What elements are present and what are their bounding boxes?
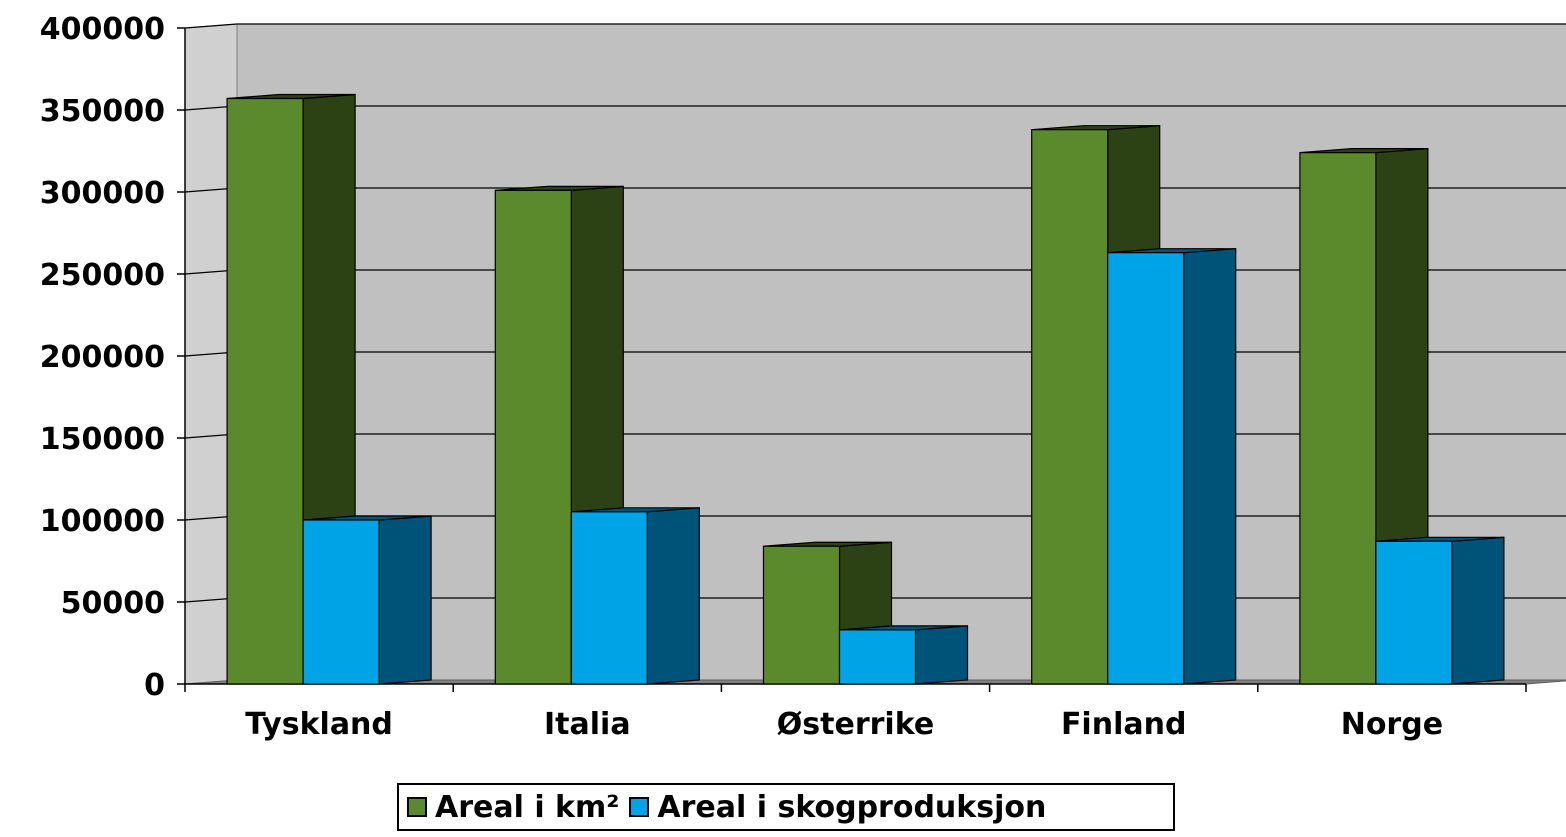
y-tick-label: 100000	[40, 504, 165, 539]
legend: Areal i km² Areal i skogproduksjon	[397, 783, 1175, 831]
bar-areal-1	[494, 189, 572, 685]
x-tick-label: Østerrike	[777, 707, 934, 742]
x-tick-label: Italia	[544, 707, 631, 742]
y-tick-label: 400000	[40, 12, 165, 47]
x-tick-label: Norge	[1341, 707, 1443, 742]
x-tick-label: Finland	[1061, 707, 1187, 742]
y-tick-label: 250000	[40, 258, 165, 293]
y-tick-label: 350000	[40, 94, 165, 129]
legend-label-series-1: Areal i km²	[435, 789, 620, 825]
bar-skog-1	[570, 511, 648, 685]
bar-skog-0-side	[378, 515, 432, 685]
bar-skog-1-side	[646, 507, 700, 685]
legend-swatch-series-2	[629, 797, 650, 817]
y-tick-label: 50000	[61, 586, 165, 621]
y-tick-label: 0	[144, 668, 165, 703]
bar-areal-2	[762, 545, 841, 685]
bar-areal-3	[1031, 129, 1109, 685]
gridline	[184, 23, 1566, 29]
bar-areal-4	[1299, 152, 1377, 685]
bar-areal-0	[226, 97, 304, 685]
bar-skog-4-side	[1451, 536, 1505, 685]
legend-swatch-series-1	[407, 797, 427, 817]
bar-skog-3-side	[1183, 248, 1237, 685]
bar-skog-3	[1107, 252, 1185, 685]
bar-skog-0	[302, 519, 380, 685]
bar-skog-2-side	[914, 625, 969, 685]
legend-item-series-1: Areal i km²	[407, 790, 619, 825]
y-tick-label: 150000	[40, 422, 165, 457]
bar-chart: 0 50000 100000 150000 200000 250000 300000 3500…	[40, 12, 1566, 742]
bar-skog-2	[838, 629, 917, 685]
x-tick-label: Tyskland	[245, 707, 393, 742]
y-tick-label: 200000	[40, 340, 165, 375]
y-tick-label: 300000	[40, 176, 165, 211]
bar-skog-4	[1375, 540, 1453, 685]
legend-item-series-2: Areal i skogproduksjon	[629, 790, 1046, 825]
legend-label-series-2: Areal i skogproduksjon	[657, 789, 1047, 825]
